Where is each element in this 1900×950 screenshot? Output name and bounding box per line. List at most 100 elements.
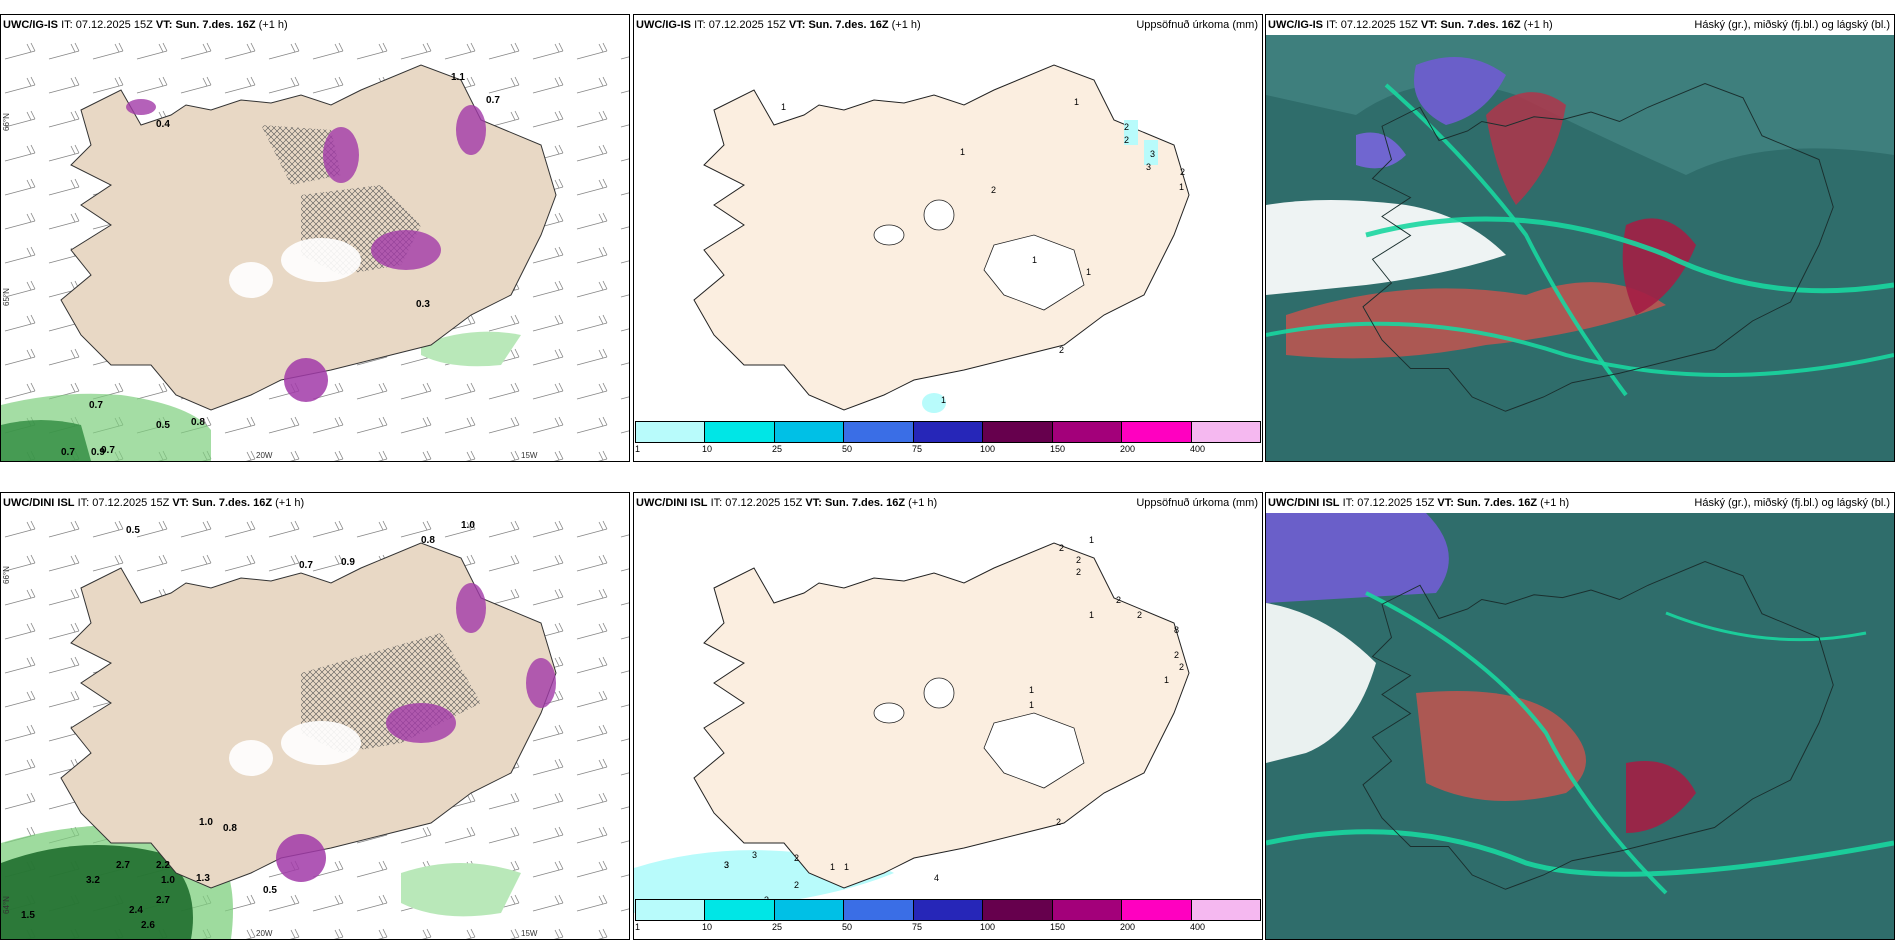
colorbar-tick: 150 [1050,922,1066,932]
colorbar-cell [1122,422,1192,442]
svg-text:2: 2 [1059,345,1064,355]
svg-text:1: 1 [844,862,849,872]
colorbar-tick: 25 [772,444,783,454]
svg-text:0.5: 0.5 [126,525,140,536]
panel-field-title: Háský (gr.), miðský (fj.bl.) og lágský (… [1694,497,1890,509]
svg-text:2: 2 [794,853,799,863]
svg-text:0.5: 0.5 [156,420,170,431]
colorbar-tick: 75 [912,922,923,932]
precip-colorbar: 1 10 25 50 75 100 150 200 400 [635,421,1261,459]
colorbar-tick: 150 [1050,444,1066,454]
svg-text:2: 2 [1076,555,1081,565]
panel-header: UWC/DINI ISL IT: 07.12.2025 15Z VT: Sun.… [634,493,1262,513]
svg-text:4: 4 [934,873,939,883]
colorbar-cell [844,900,914,920]
colorbar-tick: 10 [702,444,713,454]
colorbar-cell [913,900,984,920]
panel-ig-is-wind: UWC/IG-IS IT: 07.12.2025 15Z VT: Sun. 7.… [0,14,630,462]
colorbar-tick: 50 [842,922,853,932]
colorbar-tick: 25 [772,922,783,932]
panel-dini-wind: UWC/DINI ISL IT: 07.12.2025 15Z VT: Sun.… [0,492,630,940]
colorbar-cell [705,900,775,920]
svg-text:2.2: 2.2 [156,860,170,871]
colorbar-tick: 100 [980,922,996,932]
colorbar-cell [983,422,1053,442]
svg-text:20W: 20W [256,929,273,938]
colorbar-cell [774,900,845,920]
colorbar-tick: 400 [1190,922,1206,932]
panel-field-title: Uppsöfnuð úrkoma (mm) [1136,19,1258,31]
svg-text:1: 1 [1089,535,1094,545]
svg-text:66°N: 66°N [2,113,11,131]
colorbar-tick: 200 [1120,922,1136,932]
panel-header: UWC/IG-IS IT: 07.12.2025 15Z VT: Sun. 7.… [1266,15,1894,35]
svg-text:2: 2 [794,880,799,890]
svg-text:1: 1 [1074,97,1079,107]
svg-text:0.8: 0.8 [421,535,435,546]
panel-header: UWC/IG-IS IT: 07.12.2025 15Z VT: Sun. 7.… [634,15,1262,35]
colorbar-cell [913,422,984,442]
svg-text:2: 2 [1056,817,1061,827]
svg-text:2.7: 2.7 [156,895,170,906]
svg-text:3: 3 [724,860,729,870]
colorbar-tick: 100 [980,444,996,454]
svg-text:1.5: 1.5 [21,910,35,921]
panel-dini-clouds: UWC/DINI ISL IT: 07.12.2025 15Z VT: Sun.… [1265,492,1895,940]
svg-text:2: 2 [991,185,996,195]
precip-map: 1 2 2 2 2 2 1 8 2 2 1 1 1 2 3 3 2 1 1 4 … [634,513,1262,939]
svg-text:3: 3 [724,860,729,870]
panel-header: UWC/DINI ISL IT: 07.12.2025 15Z VT: Sun.… [1,493,629,513]
svg-text:1.1: 1.1 [451,72,465,83]
svg-text:2.6: 2.6 [141,920,155,931]
colorbar-tick: 75 [912,444,923,454]
svg-text:2: 2 [1116,595,1121,605]
panel-header: UWC/IG-IS IT: 07.12.2025 15Z VT: Sun. 7.… [1,15,629,35]
svg-text:15W: 15W [521,929,538,938]
svg-text:1.0: 1.0 [199,817,213,828]
colorbar-tick: 200 [1120,444,1136,454]
svg-text:0.7: 0.7 [89,400,103,411]
svg-text:1.0: 1.0 [461,520,475,531]
svg-text:0.8: 0.8 [223,823,237,834]
panel-ig-is-precip: UWC/IG-IS IT: 07.12.2025 15Z VT: Sun. 7.… [633,14,1263,462]
svg-text:2: 2 [1076,567,1081,577]
svg-text:1: 1 [1164,675,1169,685]
panel-header: UWC/DINI ISL IT: 07.12.2025 15Z VT: Sun.… [1266,493,1894,513]
svg-text:1: 1 [1179,182,1184,192]
svg-text:66°N: 66°N [2,566,11,584]
svg-text:20W: 20W [256,451,273,460]
svg-text:0.5: 0.5 [263,885,277,896]
svg-text:1.0: 1.0 [161,875,175,886]
svg-text:1: 1 [960,147,965,157]
cloud-cover-map [1266,513,1894,939]
svg-text:0.7: 0.7 [299,560,313,571]
svg-text:0.9: 0.9 [341,557,355,568]
colorbar-cell [1052,422,1123,442]
colorbar-cell [774,422,845,442]
svg-text:3: 3 [1146,162,1151,172]
colorbar-cell [844,422,914,442]
svg-text:65°N: 65°N [2,288,11,306]
colorbar-cell [983,900,1053,920]
wind-precip-map: 0.5 0.7 0.9 0.8 1.0 2.7 2.2 3.2 1.0 1.3 … [1,513,629,939]
svg-text:3: 3 [1150,149,1155,159]
svg-text:2: 2 [1137,610,1142,620]
svg-text:1: 1 [1029,685,1034,695]
colorbar-tick: 400 [1190,444,1206,454]
colorbar-tick: 1 [635,444,641,454]
colorbar-tick: 1 [635,922,641,932]
svg-text:2: 2 [1124,122,1129,132]
svg-text:0.7: 0.7 [101,445,115,456]
panel-field-title: Uppsöfnuð úrkoma (mm) [1136,497,1258,509]
svg-text:0.4: 0.4 [156,119,170,130]
colorbar-cell [1191,900,1260,920]
svg-text:1: 1 [1032,255,1037,265]
cloud-cover-map [1266,35,1894,461]
colorbar-tick: 50 [842,444,853,454]
svg-text:2: 2 [1059,543,1064,553]
svg-text:15W: 15W [521,451,538,460]
svg-text:1: 1 [1086,267,1091,277]
svg-text:1: 1 [1029,700,1034,710]
colorbar-cell [1122,900,1192,920]
svg-text:2: 2 [1180,167,1185,177]
